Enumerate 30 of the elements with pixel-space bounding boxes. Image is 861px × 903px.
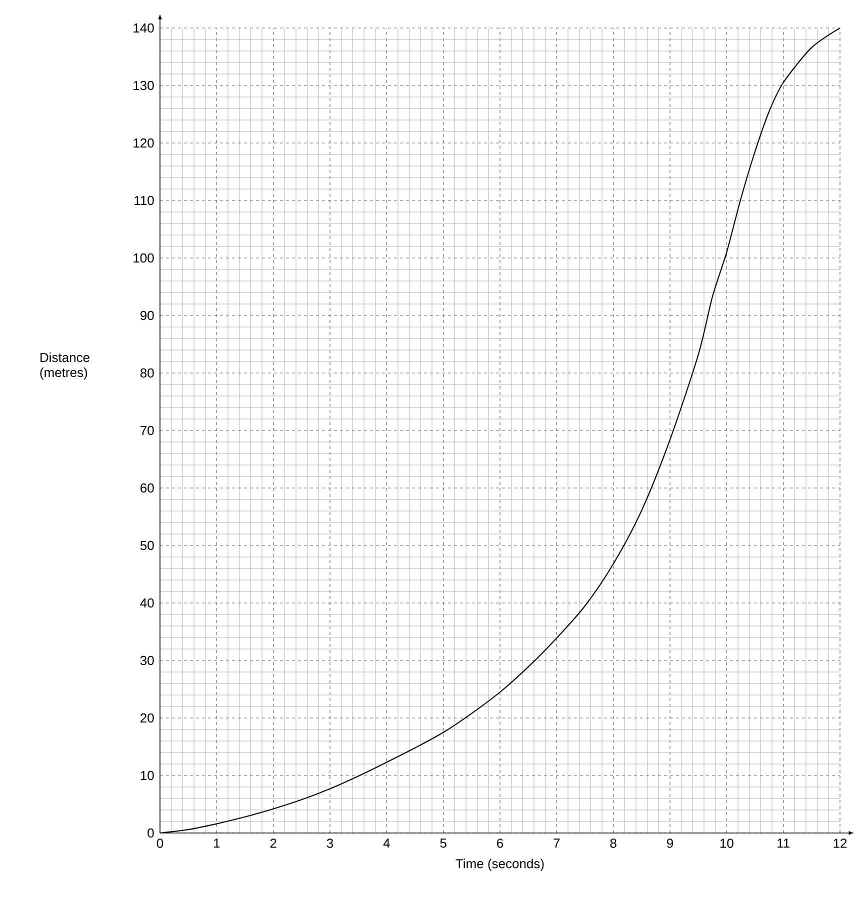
y-tick-label: 120 (134, 138, 154, 148)
y-tick-label: 80 (140, 368, 154, 378)
y-tick-label: 90 (140, 310, 154, 320)
x-tick-label: 5 (440, 838, 446, 848)
y-tick-label: 110 (134, 196, 154, 206)
x-tick-label: 7 (554, 838, 560, 848)
y-tick-label: 0 (148, 828, 154, 838)
x-tick-label: 2 (270, 838, 276, 848)
x-tick-label: 4 (383, 838, 390, 848)
x-tick-label: 8 (610, 838, 616, 848)
y-axis-title: Distance (metres) (40, 352, 90, 380)
x-tick-label: 0 (156, 838, 164, 848)
x-axis-title: Time (seconds) (456, 858, 544, 871)
x-tick-label: 6 (497, 838, 504, 848)
x-tick-label: 9 (666, 838, 673, 848)
y-tick-label: 20 (140, 713, 154, 723)
y-tick-label: 70 (140, 426, 154, 436)
x-tick-label: 3 (326, 838, 334, 848)
x-tick-label: 11 (778, 838, 790, 848)
y-tick-label: 40 (140, 598, 154, 608)
y-tick-label: 140 (134, 23, 154, 33)
x-tick-label: 12 (834, 838, 847, 848)
y-tick-label: 30 (140, 656, 154, 666)
y-tick-label: 10 (140, 770, 154, 780)
y-tick-label: 60 (140, 483, 154, 493)
x-tick-label: 10 (720, 838, 734, 848)
y-tick-label: 50 (140, 540, 154, 550)
y-tick-label: 130 (134, 80, 154, 90)
y-tick-label: 100 (134, 253, 154, 263)
x-tick-label: 1 (214, 838, 220, 848)
